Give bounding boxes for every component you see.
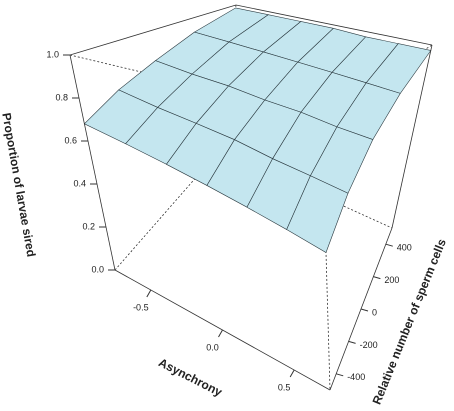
z-tick-label: 0.0 xyxy=(91,264,104,274)
x-tick xyxy=(146,289,152,298)
y-tick xyxy=(385,243,393,247)
z-tick-label: 0.2 xyxy=(82,221,95,231)
y-tick-label: 0 xyxy=(372,307,377,317)
box-edge xyxy=(69,54,116,271)
y-tick-label: 200 xyxy=(384,275,399,285)
y-tick xyxy=(348,340,356,344)
z-tick-label: 0.4 xyxy=(73,178,86,188)
box-edge xyxy=(69,4,237,56)
z-tick-label: 0.6 xyxy=(64,135,77,145)
box-edge xyxy=(219,149,393,229)
surface-cell xyxy=(286,175,349,253)
y-tick xyxy=(360,308,369,312)
x-tick-label: -0.5 xyxy=(133,302,149,312)
x-tick xyxy=(218,329,223,338)
x-axis-title: Asynchrony xyxy=(156,355,224,399)
y-axis-title: Relative number of sperm cells xyxy=(370,237,450,407)
y-tick-label: 400 xyxy=(397,243,412,253)
y-tick xyxy=(336,373,344,377)
y-tick-label: -200 xyxy=(360,340,378,350)
x-tick-label: 0.5 xyxy=(278,382,291,392)
box-edge xyxy=(391,44,433,229)
z-tick-label: 1.0 xyxy=(46,49,59,59)
x-tick xyxy=(289,369,295,378)
x-tick-label: 0.0 xyxy=(206,342,219,352)
y-tick-label: -400 xyxy=(347,372,365,382)
z-tick-label: 0.8 xyxy=(55,92,68,102)
z-axis-title: Proportion of larvae sired xyxy=(0,112,38,258)
y-tick xyxy=(373,276,381,280)
box-edge xyxy=(235,4,433,46)
